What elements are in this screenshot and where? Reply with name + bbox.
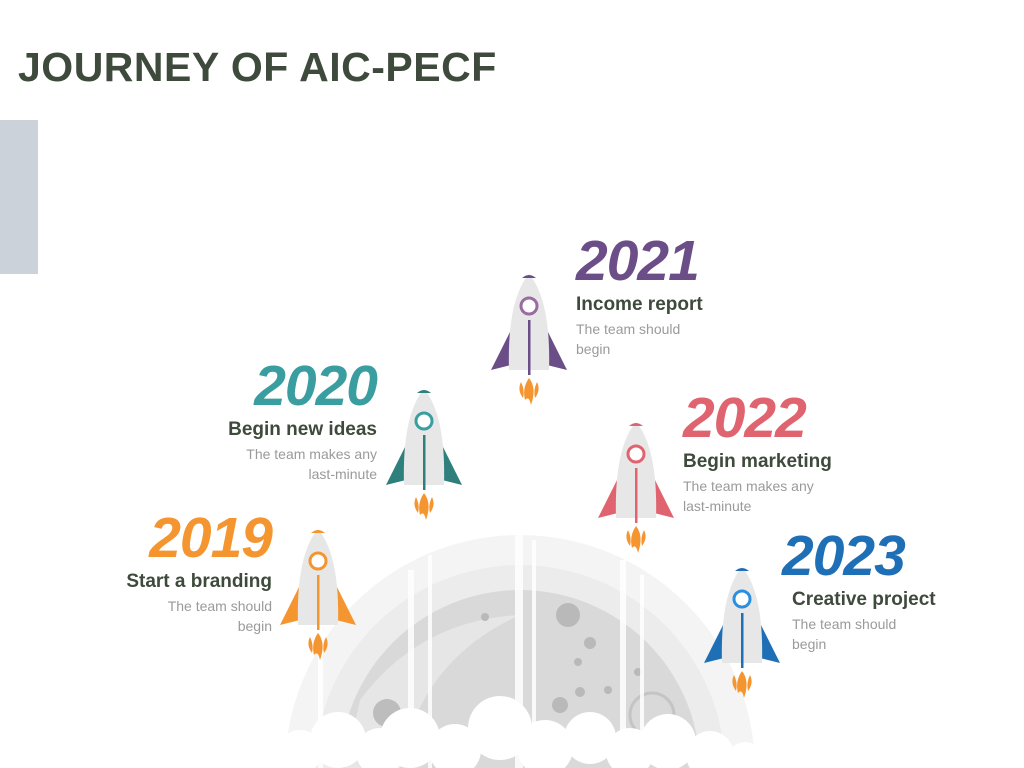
milestone-2020: 2020 Begin new ideas The team makes any … — [157, 354, 378, 484]
milestone-description-line: begin — [237, 618, 272, 634]
milestone-heading: Start a branding — [126, 571, 272, 592]
rocket-icon — [386, 389, 462, 520]
milestone-description: The team makes any last-minute — [157, 444, 377, 484]
milestone-description-line: begin — [576, 341, 611, 357]
milestone-2019: 2019 Start a branding The team should be… — [52, 506, 273, 636]
milestone-2023: 2023 Creative project The team should be… — [782, 528, 1012, 654]
page-title: JOURNEY OF AIC-PECF — [18, 44, 497, 90]
milestone-description: The team makes any last-minute — [683, 476, 903, 516]
milestone-year: 2019 — [149, 506, 273, 570]
milestone-description-line: The team should — [792, 616, 897, 632]
rocket-icon — [704, 567, 780, 698]
milestone-year: 2023 — [782, 524, 906, 588]
milestone-description-line: last-minute — [308, 466, 377, 482]
milestone-heading: Income report — [576, 294, 703, 315]
milestone-description-line: begin — [792, 636, 827, 652]
milestone-year: 2021 — [576, 229, 700, 293]
flame-icon — [308, 633, 328, 660]
rocket-icon — [491, 274, 567, 405]
milestone-description-line: The team makes any — [246, 446, 377, 462]
flame-icon — [626, 526, 646, 553]
milestone-heading: Begin marketing — [683, 451, 832, 472]
milestone-description: The team should begin — [792, 614, 1012, 654]
milestone-heading: Begin new ideas — [228, 419, 377, 440]
milestone-2022: 2022 Begin marketing The team makes any … — [683, 390, 903, 516]
milestone-description-line: The team makes any — [683, 478, 814, 494]
milestone-description-line: The team should — [167, 598, 272, 614]
milestone-description: The team should begin — [52, 596, 272, 636]
flame-icon — [414, 493, 434, 520]
rocket-2021 — [489, 270, 569, 410]
flame-icon — [732, 671, 752, 698]
milestone-year: 2020 — [254, 354, 378, 418]
rocket-2020 — [384, 385, 464, 525]
milestone-2021: 2021 Income report The team should begin — [576, 233, 796, 359]
flame-icon — [519, 378, 539, 405]
milestone-description: The team should begin — [576, 319, 796, 359]
milestone-year: 2022 — [683, 386, 807, 450]
milestone-heading: Creative project — [792, 589, 936, 610]
rocket-2023 — [702, 563, 782, 703]
rocket-2019 — [278, 525, 358, 665]
rocket-icon — [280, 529, 356, 660]
side-accent-bar — [0, 120, 38, 274]
milestone-description-line: The team should — [576, 321, 681, 337]
rocket-icon — [598, 422, 674, 553]
cloud-icon — [278, 696, 763, 768]
milestone-description-line: last-minute — [683, 498, 752, 514]
rocket-2022 — [596, 418, 676, 558]
